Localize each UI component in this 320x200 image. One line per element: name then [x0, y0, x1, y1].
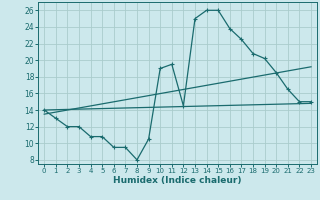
X-axis label: Humidex (Indice chaleur): Humidex (Indice chaleur) — [113, 176, 242, 185]
